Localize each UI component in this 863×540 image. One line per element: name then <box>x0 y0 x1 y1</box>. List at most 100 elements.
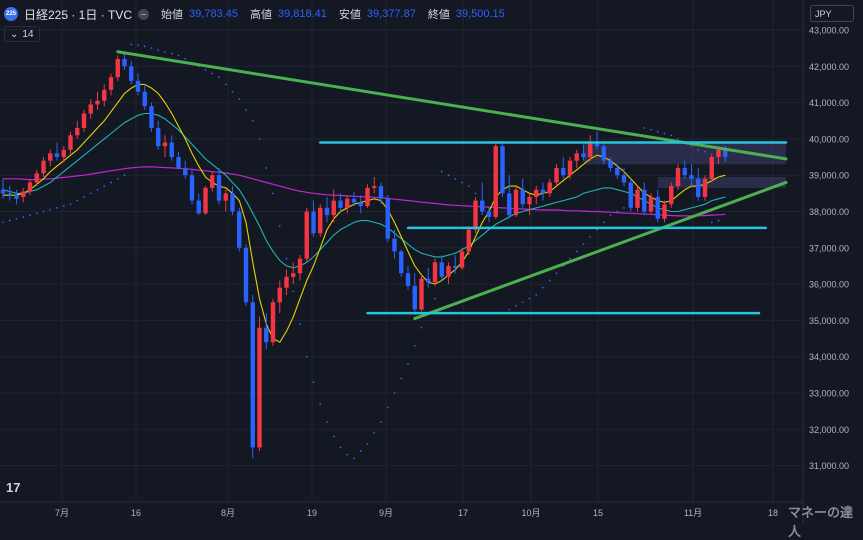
sar-dot <box>467 185 470 187</box>
candle-body <box>439 262 444 277</box>
candle <box>561 157 566 179</box>
tradingview-logo[interactable]: 17 <box>6 480 21 495</box>
sar-dot <box>373 432 376 434</box>
sar-dot <box>130 43 133 46</box>
candle <box>176 151 181 170</box>
sar-dot <box>339 446 342 449</box>
candle <box>513 186 519 217</box>
candle <box>237 207 242 252</box>
candle <box>466 226 471 256</box>
candle <box>7 186 12 201</box>
x-tick-label: 11月 <box>684 508 702 518</box>
high-value: 39,818.41 <box>277 8 327 20</box>
candle <box>574 149 579 168</box>
ma-mid-line <box>2 112 726 269</box>
candle-body <box>304 211 309 259</box>
currency-selector[interactable]: JPY <box>810 5 854 22</box>
candle <box>264 313 269 350</box>
candle-body <box>311 211 316 234</box>
candle-body <box>149 106 154 129</box>
eye-icon[interactable] <box>138 8 150 20</box>
candle <box>230 186 235 216</box>
candle-body <box>122 59 127 67</box>
y-tick-label: 38,000.00 <box>809 207 849 217</box>
candle-body <box>270 302 276 343</box>
candle <box>642 182 647 216</box>
candle-body <box>243 247 249 303</box>
candle <box>196 193 201 216</box>
symbol-badge[interactable]: 225 <box>4 7 18 21</box>
candle-body <box>176 157 181 168</box>
sar-dot <box>440 170 443 173</box>
candle-body <box>486 211 492 217</box>
sar-dot <box>299 323 301 325</box>
candle-body <box>372 186 377 188</box>
candle <box>648 193 654 214</box>
sar-dot <box>602 221 605 224</box>
sar-dot <box>319 402 322 405</box>
candle <box>412 273 417 315</box>
candle <box>203 186 208 216</box>
sar-dot <box>278 225 281 227</box>
sar-dot <box>150 47 153 50</box>
candle-body <box>345 198 350 208</box>
candle-body <box>642 189 647 212</box>
candle-body <box>264 327 269 343</box>
sar-dot <box>2 221 4 224</box>
candle-body <box>567 160 573 176</box>
chevron-down-icon: ⌄ <box>10 28 19 40</box>
candle-body <box>7 193 12 196</box>
sar-dot <box>447 174 450 177</box>
candle <box>108 73 114 96</box>
sar-dot <box>650 128 652 131</box>
sar-dot <box>326 421 328 423</box>
sar-dot <box>211 72 214 75</box>
candle <box>540 182 546 201</box>
x-tick-label: 15 <box>593 508 603 518</box>
sar-dot <box>420 326 423 329</box>
candle <box>392 229 397 259</box>
candle <box>419 275 424 312</box>
candle <box>669 182 674 208</box>
sar-dot <box>184 58 187 60</box>
ma-fast-line <box>3 83 726 343</box>
sar-dot <box>717 219 720 222</box>
candle <box>304 207 309 263</box>
candle-body <box>581 153 586 158</box>
candle <box>243 244 249 306</box>
candle <box>291 262 296 285</box>
sar-dot <box>386 406 389 409</box>
candle <box>169 135 174 161</box>
candle <box>270 298 276 346</box>
candle-body <box>588 142 593 158</box>
candle-body <box>608 160 613 168</box>
sar-dot <box>96 188 99 191</box>
candle-body <box>446 265 451 277</box>
candle <box>655 189 660 223</box>
symbol-title[interactable]: 日経225 · 1日 · TVC <box>24 7 133 22</box>
sar-dot <box>62 205 65 207</box>
sar-dot <box>710 221 713 224</box>
indicator-toggle[interactable]: ⌄ 14 <box>4 26 40 42</box>
indicator-value: 14 <box>22 28 34 40</box>
sar-dot <box>285 257 288 260</box>
symbol-header: 225 日経225 · 1日 · TVC 始値 39,783.45 高値 39,81… <box>4 5 505 23</box>
candle-body <box>493 146 498 217</box>
y-tick-label: 33,000.00 <box>809 389 849 399</box>
price-chart[interactable]: 43,000.00 42,000.00 41,000.00 40,000.00 39,0… <box>0 0 863 524</box>
candle <box>142 84 147 110</box>
candle <box>250 294 255 459</box>
x-tick-label: 16 <box>131 508 141 518</box>
candle <box>520 178 525 208</box>
candle <box>162 135 168 158</box>
sar-dot <box>143 45 146 48</box>
x-tick-label: 10月 <box>521 508 540 518</box>
sar-dot <box>413 344 416 347</box>
sar-dot <box>15 217 18 220</box>
candle <box>702 175 708 201</box>
sar-dot <box>231 90 234 93</box>
open-value: 39,783.45 <box>189 8 238 20</box>
x-tick-label: 17 <box>458 508 468 518</box>
sar-dot <box>528 297 531 300</box>
candle <box>480 182 485 216</box>
